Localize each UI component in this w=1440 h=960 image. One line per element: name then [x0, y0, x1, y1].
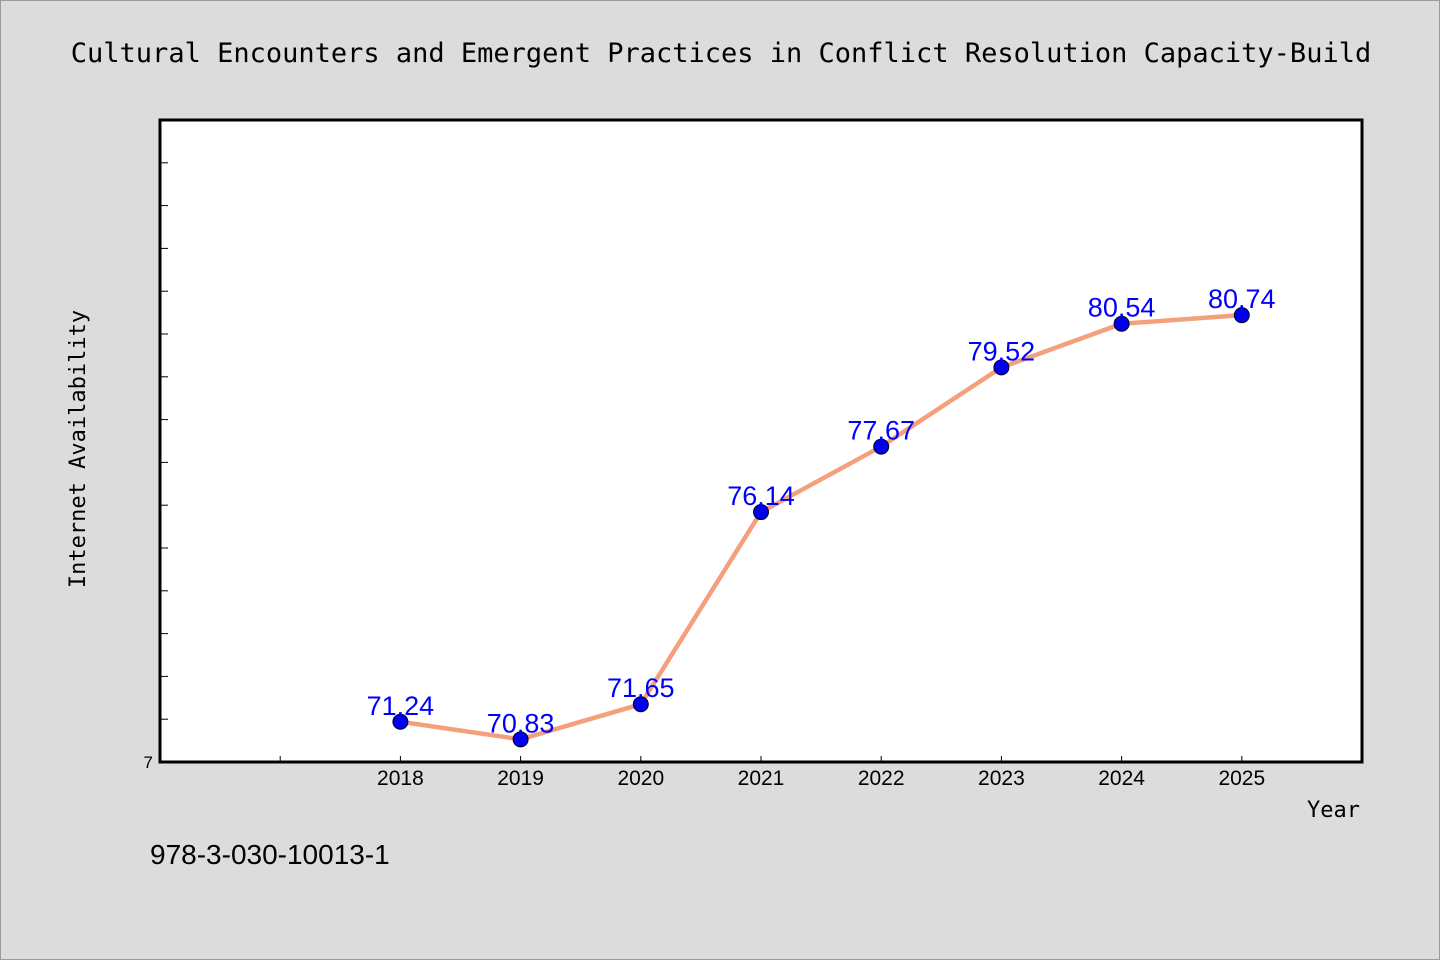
x-tick-label: 2025: [1218, 767, 1265, 790]
x-tick-label: 2024: [1098, 767, 1145, 790]
y-tick-label: 7: [144, 753, 153, 772]
data-label: 80.74: [1208, 284, 1276, 314]
data-label: 76.14: [727, 481, 795, 511]
x-axis-ticks: 2018 2019 2020 2021 2022 2023 2024 2025: [279, 756, 1265, 790]
data-label: 71.24: [367, 691, 435, 721]
data-point: [873, 438, 890, 455]
data-labels: 71.24 70.83 71.65 76.14 77.67 79.52 80.54 80.74: [367, 284, 1276, 738]
x-tick-label: 2022: [858, 767, 905, 790]
data-label: 77.67: [847, 416, 915, 446]
data-label: 70.83: [487, 708, 555, 738]
data-point: [993, 359, 1010, 376]
series-group: [392, 307, 1250, 748]
isbn-text: 978-3-030-10013-1: [150, 839, 390, 870]
data-point: [1233, 307, 1250, 324]
data-point: [753, 504, 769, 521]
data-point: [632, 696, 649, 713]
data-label: 79.52: [968, 336, 1036, 366]
y-axis-ticks: [160, 162, 168, 720]
y-axis-label: Internet Availability: [66, 310, 91, 588]
plot-area: [158, 118, 1364, 764]
data-point: [1113, 315, 1130, 332]
x-tick-label: 2018: [377, 767, 424, 790]
x-axis-label: Year: [1307, 798, 1360, 823]
x-tick-label: 2020: [617, 767, 664, 790]
data-label: 71.65: [607, 673, 675, 703]
data-point: [512, 731, 529, 748]
data-point: [392, 713, 409, 730]
series-line: [398, 312, 1245, 742]
x-tick-label: 2019: [497, 767, 544, 790]
data-label: 80.54: [1088, 293, 1156, 323]
x-tick-label: 2021: [738, 767, 785, 790]
x-tick-label: 2023: [978, 767, 1025, 790]
chart-title: Cultural Encounters and Emergent Practic…: [71, 38, 1371, 69]
